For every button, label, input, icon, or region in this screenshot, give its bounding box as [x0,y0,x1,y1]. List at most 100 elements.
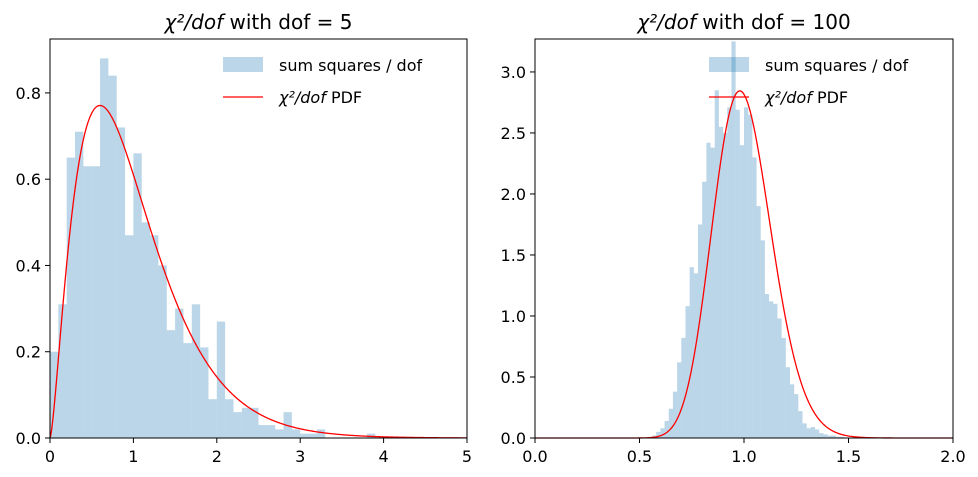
histogram-bar [158,265,167,438]
x-tick-label: 0.0 [522,447,547,466]
y-tick-label: 3.0 [501,63,526,82]
histogram-bar [714,90,719,438]
chart-title-math: χ²/dof [164,10,227,34]
legend-pdf-label-text: PDF [812,88,848,107]
histogram-bar [300,433,309,438]
histogram-bar [208,399,217,438]
histogram-bar [91,166,101,438]
histogram-bar [735,109,740,439]
histogram-bar [275,429,284,438]
histogram-bar [840,436,845,438]
histogram-bar [191,304,201,438]
histogram-bar [100,58,109,438]
histogram-bar [798,411,803,438]
histogram-bar [681,337,686,438]
y-tick-label: 1.0 [501,307,526,326]
histogram-bar [183,343,192,438]
y-tick-label: 2.0 [501,185,526,204]
histogram-bar [58,304,67,438]
histogram-bar [166,330,176,438]
y-tick-label: 0.5 [501,368,526,387]
histogram-bar [116,127,126,439]
legend-pdf-label-math: χ²/dof [278,88,328,107]
x-tick-label: 5 [462,447,472,466]
histogram-bar [83,166,92,438]
histogram-bar [233,412,242,438]
histogram-bar [810,427,816,438]
histogram-bar [677,362,682,438]
legend-pdf-label: χ²/dof PDF [764,88,848,107]
y-tick-label: 1.5 [501,246,526,265]
histogram-bar [744,107,749,438]
histogram-bar [133,153,142,438]
x-tick-label: 2 [212,447,222,466]
y-tick-label: 0.4 [16,256,41,275]
legend-hist-swatch [709,57,749,72]
y-tick-label: 0.0 [16,429,41,448]
histogram-bar [802,423,807,438]
histogram-bar [710,147,715,438]
histogram-bar [308,433,317,438]
histogram-bar [789,384,795,438]
histogram-bar [760,240,765,438]
histogram-bar [731,41,736,438]
histogram-bar [781,337,786,438]
histogram-bar [668,408,673,438]
x-tick-label: 2.0 [940,447,965,466]
histogram-bar [50,351,59,438]
histogram-bar [266,425,276,438]
x-tick-label: 0 [45,447,55,466]
histogram-bar [75,131,84,439]
histogram-bar [769,301,774,438]
histogram-bar [685,306,690,438]
legend-pdf-label-text: PDF [326,88,362,107]
histogram-bar [819,433,824,438]
x-tick-label: 4 [379,447,389,466]
histogram-bar [225,399,234,438]
histogram-bar [693,273,699,438]
axes-frame [49,38,468,439]
histogram-bar [664,420,669,438]
histogram-bar [316,429,326,438]
histogram-bar [66,157,76,438]
x-tick-label: 1.5 [836,447,861,466]
histogram-bar [698,224,703,438]
chart-title-text: with dof = 100 [696,10,851,34]
legend-pdf-label: χ²/dof PDF [278,88,362,107]
y-tick-label: 0.0 [501,429,526,448]
histogram-bar [794,394,799,438]
histogram-bar [216,321,226,438]
histogram-bar [756,206,761,438]
histogram-bar [656,431,661,438]
histogram-bar [835,436,841,438]
legend-hist-swatch [223,57,263,72]
histogram-bar [831,435,836,438]
x-tick-label: 1.0 [731,447,756,466]
histogram-bar [827,435,832,438]
histogram-bar [777,318,782,438]
chart-title-math: χ²/dof [636,10,699,34]
histogram-bar [815,429,820,438]
legend-hist-label: sum squares / dof [279,56,423,75]
pdf-curve [49,104,468,439]
histogram-bar [823,434,828,438]
x-tick-label: 0.5 [627,447,652,466]
histogram-bar [727,107,732,438]
x-tick-label: 3 [295,447,305,466]
legend-hist-label: sum squares / dof [765,56,909,75]
histogram-bar [785,367,790,438]
histogram-bar [764,294,770,438]
y-tick-label: 0.2 [16,343,41,362]
legend-pdf-label-math: χ²/dof [764,88,814,107]
histogram-bar [175,308,184,438]
histogram-bar [672,391,678,438]
x-tick-label: 1 [128,447,138,466]
histogram-bar [250,407,259,438]
histogram-bar [748,114,753,439]
histogram-bar [806,428,811,438]
histogram-bar [200,347,209,438]
histogram-bar [660,428,665,438]
histogram-bar [258,425,267,438]
chart-title: χ²/dof with dof = 5 [164,10,353,34]
